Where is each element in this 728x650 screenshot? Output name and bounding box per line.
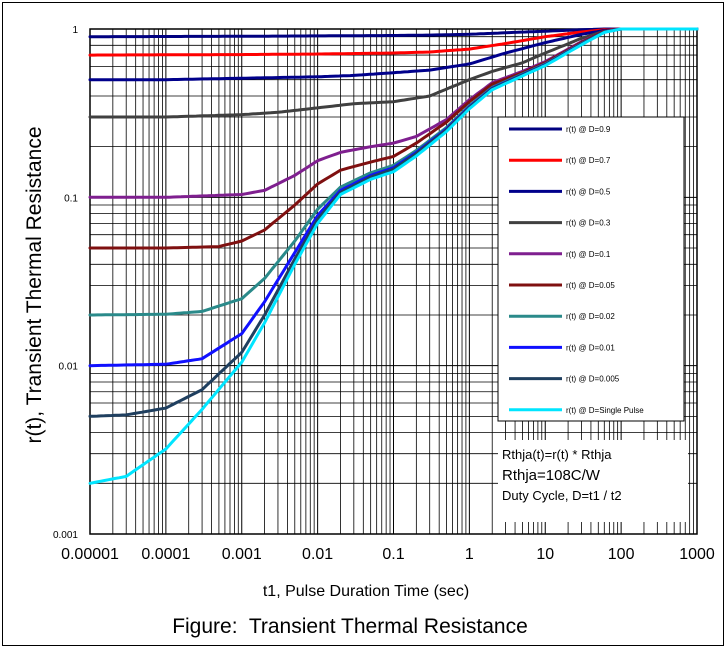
legend-label-0: r(t) @ D=0.9 bbox=[566, 125, 611, 134]
x-tick-label: 0.001 bbox=[222, 546, 262, 563]
x-tick-label: 1000 bbox=[679, 546, 715, 563]
legend-label-6: r(t) @ D=0.02 bbox=[566, 312, 615, 321]
annotation-line-2: Rthja=108C/W bbox=[502, 467, 601, 484]
legend-label-5: r(t) @ D=0.05 bbox=[566, 281, 615, 290]
x-tick-label: 0.1 bbox=[382, 546, 404, 563]
x-tick-labels: 0.00001 0.0001 0.001 0.01 0.1 1 10 100 1000 bbox=[61, 546, 715, 563]
legend-label-9: r(t) @ D=Single Pulse bbox=[566, 406, 644, 415]
series-layer bbox=[88, 27, 699, 485]
y-tick-label: 1 bbox=[72, 25, 78, 36]
x-tick-label: 10 bbox=[536, 546, 554, 563]
y-tick-label: 0.01 bbox=[59, 362, 79, 373]
x-tick-label: 0.00001 bbox=[61, 546, 119, 563]
annotation-line-1: Rthja(t)=r(t) * Rthja bbox=[502, 447, 612, 462]
y-tick-labels: 0.001 0.01 0.1 1 bbox=[53, 25, 78, 541]
x-axis-label: t1, Pulse Duration Time (sec) bbox=[263, 583, 469, 600]
legend-label-8: r(t) @ D=0.005 bbox=[566, 375, 620, 384]
y-axis-label: r(t), Transient Thermal Resistance bbox=[23, 126, 46, 443]
legend-label-4: r(t) @ D=0.1 bbox=[566, 250, 611, 259]
figure-title: Figure: Transient Thermal Resistance bbox=[172, 615, 528, 638]
legend-label-1: r(t) @ D=0.7 bbox=[566, 156, 611, 165]
annotation-box bbox=[498, 440, 688, 522]
x-tick-label: 0.01 bbox=[302, 546, 333, 563]
x-tick-label: 100 bbox=[608, 546, 635, 563]
annotation-line-3: Duty Cycle, D=t1 / t2 bbox=[502, 488, 622, 503]
x-tick-label: 0.0001 bbox=[141, 546, 190, 563]
y-tick-label: 0.001 bbox=[53, 530, 78, 541]
series-line-9 bbox=[88, 27, 699, 485]
legend-label-3: r(t) @ D=0.3 bbox=[566, 219, 611, 228]
legend-label-7: r(t) @ D=0.01 bbox=[566, 343, 615, 352]
legend: r(t) @ D=0.9 r(t) @ D=0.7 r(t) @ D=0.5 r(t)… bbox=[509, 125, 644, 415]
legend-label-2: r(t) @ D=0.5 bbox=[566, 187, 611, 196]
series-line-2 bbox=[88, 27, 699, 82]
legend-box bbox=[497, 116, 685, 422]
plot-border bbox=[89, 28, 698, 535]
y-tick-label: 0.1 bbox=[64, 193, 78, 204]
x-tick-label: 1 bbox=[465, 546, 474, 563]
